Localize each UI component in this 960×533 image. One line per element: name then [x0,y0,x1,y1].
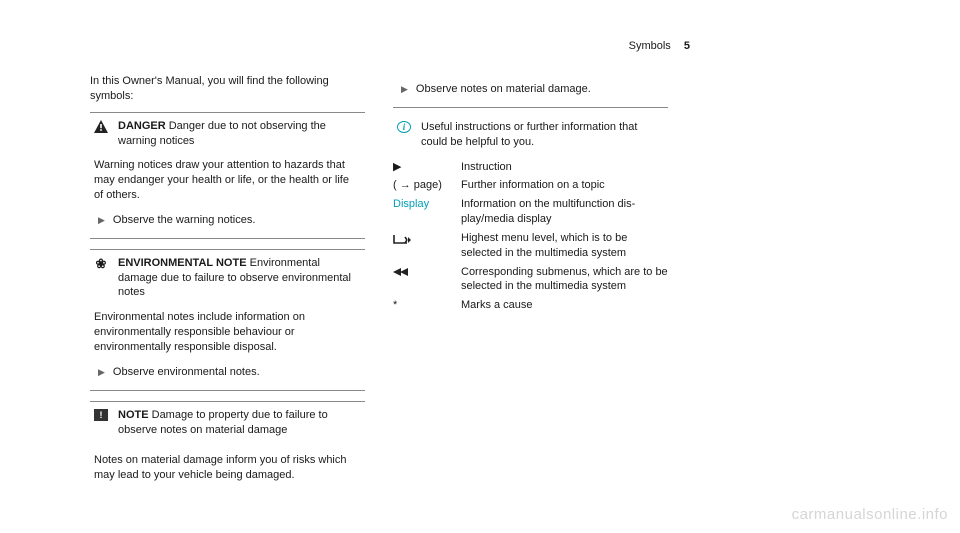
def-term: ▶ [393,160,455,175]
column-left: In this Owner's Manual, you will find th… [90,74,365,491]
note-label: NOTE [118,409,149,421]
def-cause: * Marks a cause [393,296,668,315]
note-bullet: Observe notes on material damage. [416,82,591,97]
def-desc: Highest menu level, which is to be selec… [461,231,668,261]
env-body: Environmental notes include information … [90,306,365,357]
danger-bullet: Observe the warning notices. [113,213,255,228]
note-body-box: Notes on material damage inform you of r… [90,443,365,491]
def-desc: Corresponding submenus, which are to be … [461,265,668,295]
submenu-icon [393,265,455,295]
env-bullet-box: ▶ Observe environmental notes. [90,357,365,391]
info-text: Useful instructions or further informati… [421,120,664,150]
note-text: NOTE Damage to property due to failure t… [118,408,361,438]
env-text: ENVIRONMENTAL NOTE Environmental damage … [118,256,361,301]
page-number: 5 [684,40,690,52]
danger-label: DANGER [118,120,166,132]
env-box-head: ❀ ENVIRONMENTAL NOTE Environmental damag… [90,249,365,307]
danger-bullet-box: ▶ Observe the warning notices. [90,205,365,239]
menu-level-icon [393,231,455,261]
def-desc: Information on the multifunction dis­pla… [461,197,668,227]
danger-body: Warning notices draw your attention to h… [90,154,365,205]
columns: In this Owner's Manual, you will find th… [90,74,720,491]
danger-box-head: DANGER Danger due to not observing the w… [90,112,365,155]
watermark: carmanualsonline.info [792,506,948,523]
def-submenu: Corresponding submenus, which are to be … [393,263,668,297]
exclamation-icon: ! [94,409,108,421]
def-menu: Highest menu level, which is to be selec… [393,229,668,263]
leaf-icon: ❀ [94,257,108,271]
def-desc: Marks a cause [461,298,668,313]
def-page: ( → page) Further information on a topic [393,176,668,195]
note-body: Notes on material damage inform you of r… [94,449,361,485]
bullet-icon: ▶ [98,214,105,228]
section-title: Symbols [629,40,671,52]
info-icon: i [397,121,411,133]
def-term: ( → page) [393,178,455,193]
page: Symbols 5 In this Owner's Manual, you wi… [0,0,720,491]
bullet-icon: ▶ [98,366,105,380]
intro-text: In this Owner's Manual, you will find th… [90,74,365,104]
def-display: Display Information on the multifunction… [393,195,668,229]
def-desc: Further information on a topic [461,178,668,193]
page-header: Symbols 5 [90,40,720,52]
def-instruction: ▶ Instruction [393,158,668,177]
warning-icon [94,120,108,134]
note-subtext: Damage to property due to failure to obs… [118,409,328,436]
definition-list: ▶ Instruction ( → page) Further informat… [393,158,668,316]
column-right: ▶ Observe notes on material damage. i Us… [393,74,668,491]
def-desc: Instruction [461,160,668,175]
def-term-display: Display [393,197,455,227]
danger-text: DANGER Danger due to not observing the w… [118,119,361,149]
info-row: i Useful instructions or further informa… [393,118,668,152]
bullet-icon: ▶ [401,83,408,97]
def-term: * [393,298,455,313]
env-label: ENVIRONMENTAL NOTE [118,257,247,269]
note-bullet-box: ▶ Observe notes on material damage. [393,74,668,108]
note-box-head: ! NOTE Damage to property due to failure… [90,401,365,444]
env-bullet: Observe environmental notes. [113,365,260,380]
